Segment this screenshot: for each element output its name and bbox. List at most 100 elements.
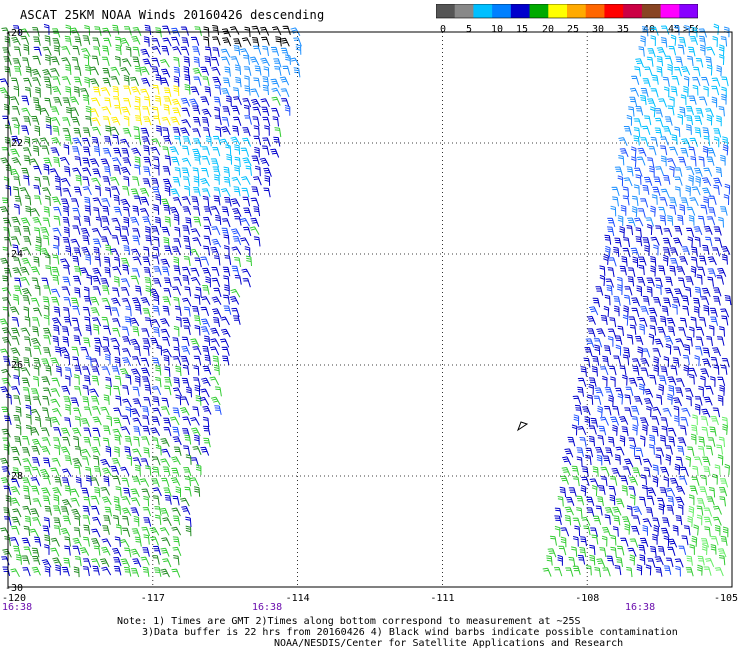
- wind-barb: [80, 418, 90, 427]
- wind-barb: [172, 356, 182, 366]
- wind-barb: [79, 267, 90, 277]
- wind-barb: [652, 186, 661, 197]
- wind-barb: [12, 467, 20, 478]
- wind-barb: [113, 417, 122, 427]
- wind-barb: [213, 174, 220, 185]
- wind-barb: [547, 548, 557, 558]
- wind-barb: [31, 115, 40, 126]
- wind-barb: [614, 166, 623, 176]
- wind-barb: [122, 398, 132, 408]
- wind-barb: [102, 116, 111, 126]
- wind-barb: [89, 388, 99, 398]
- wind-barb: [637, 147, 647, 157]
- wind-barb: [111, 297, 121, 307]
- wind-barb: [114, 446, 120, 458]
- wind-barb: [649, 316, 658, 326]
- wind-barb: [694, 115, 703, 125]
- wind-barb: [602, 355, 609, 366]
- wind-barb: [173, 325, 180, 337]
- wind-barb: [250, 217, 260, 227]
- wind-barb: [90, 358, 100, 368]
- wind-barb: [224, 197, 232, 207]
- wind-barb: [655, 117, 664, 128]
- wind-barb: [113, 147, 122, 157]
- wind-barb: [173, 256, 180, 268]
- wind-barb: [706, 46, 716, 56]
- wind-barb: [202, 345, 210, 356]
- wind-barb: [32, 396, 42, 406]
- wind-barb: [675, 515, 683, 526]
- wind-barb: [2, 47, 11, 57]
- wind-barb: [4, 36, 11, 47]
- wind-barb: [716, 275, 724, 285]
- wind-barb: [103, 394, 110, 405]
- wind-barb: [81, 448, 91, 458]
- wind-barb: [130, 368, 141, 377]
- wind-barb: [636, 564, 643, 576]
- wind-barb: [694, 127, 702, 138]
- wind-barb: [202, 195, 210, 207]
- wind-barb: [41, 559, 52, 568]
- wind-barb: [664, 287, 674, 297]
- wind-barb: [203, 216, 212, 227]
- wind-barb: [673, 397, 682, 407]
- wind-barb: [155, 444, 162, 456]
- wind-barb: [32, 307, 42, 317]
- wind-barb: [160, 328, 170, 338]
- wind-barb: [23, 236, 32, 246]
- wind-barb: [664, 335, 674, 345]
- wind-barb: [221, 206, 230, 217]
- wind-barb: [690, 265, 697, 278]
- wind-barb: [141, 526, 151, 537]
- wind-barb: [600, 315, 608, 325]
- wind-barb: [261, 145, 270, 156]
- wind-barb: [141, 136, 151, 146]
- wind-barb: [12, 267, 22, 277]
- wind-barb: [85, 324, 92, 336]
- wind-barb: [624, 394, 632, 405]
- wind-barb: [181, 377, 190, 388]
- wind-barb: [722, 144, 729, 156]
- wind-barb: [93, 545, 101, 556]
- wind-barb: [61, 326, 70, 336]
- wind-barb: [3, 507, 11, 518]
- wind-barb: [224, 255, 232, 266]
- wind-barb: [183, 325, 191, 336]
- wind-barb: [614, 565, 622, 576]
- wind-barb: [668, 385, 675, 396]
- wind-barb: [676, 266, 686, 276]
- wind-barb: [252, 106, 262, 116]
- wind-barb: [603, 345, 612, 355]
- wind-barb: [193, 117, 201, 127]
- wind-barb: [12, 58, 22, 68]
- wind-barb: [72, 146, 80, 156]
- wind-barb: [172, 286, 181, 296]
- wind-barb: [564, 506, 574, 516]
- wind-barb: [242, 278, 251, 288]
- wind-barb: [32, 555, 41, 566]
- wind-barb: [710, 536, 719, 546]
- wind-barb: [64, 485, 72, 496]
- wind-barb: [609, 494, 616, 506]
- wind-barb: [91, 366, 100, 376]
- wind-barb: [32, 498, 42, 508]
- wind-barb: [614, 237, 622, 248]
- wind-barb: [53, 215, 61, 226]
- wind-barb: [79, 547, 90, 556]
- wind-barb: [23, 77, 32, 87]
- wind-barb: [628, 486, 636, 496]
- wind-barb: [636, 156, 646, 166]
- wind-barb: [705, 445, 714, 456]
- wind-barb: [591, 534, 599, 545]
- wind-barb: [673, 346, 681, 356]
- wind-barb: [708, 195, 717, 205]
- wind-barb: [74, 287, 81, 298]
- wind-barb: [686, 336, 693, 347]
- wind-barb: [114, 536, 121, 547]
- wind-barb: [701, 287, 711, 297]
- wind-barb: [73, 527, 81, 538]
- wind-barb: [60, 446, 71, 456]
- wind-barb: [52, 76, 61, 86]
- wind-barb: [600, 466, 610, 476]
- wind-barb: [592, 297, 601, 308]
